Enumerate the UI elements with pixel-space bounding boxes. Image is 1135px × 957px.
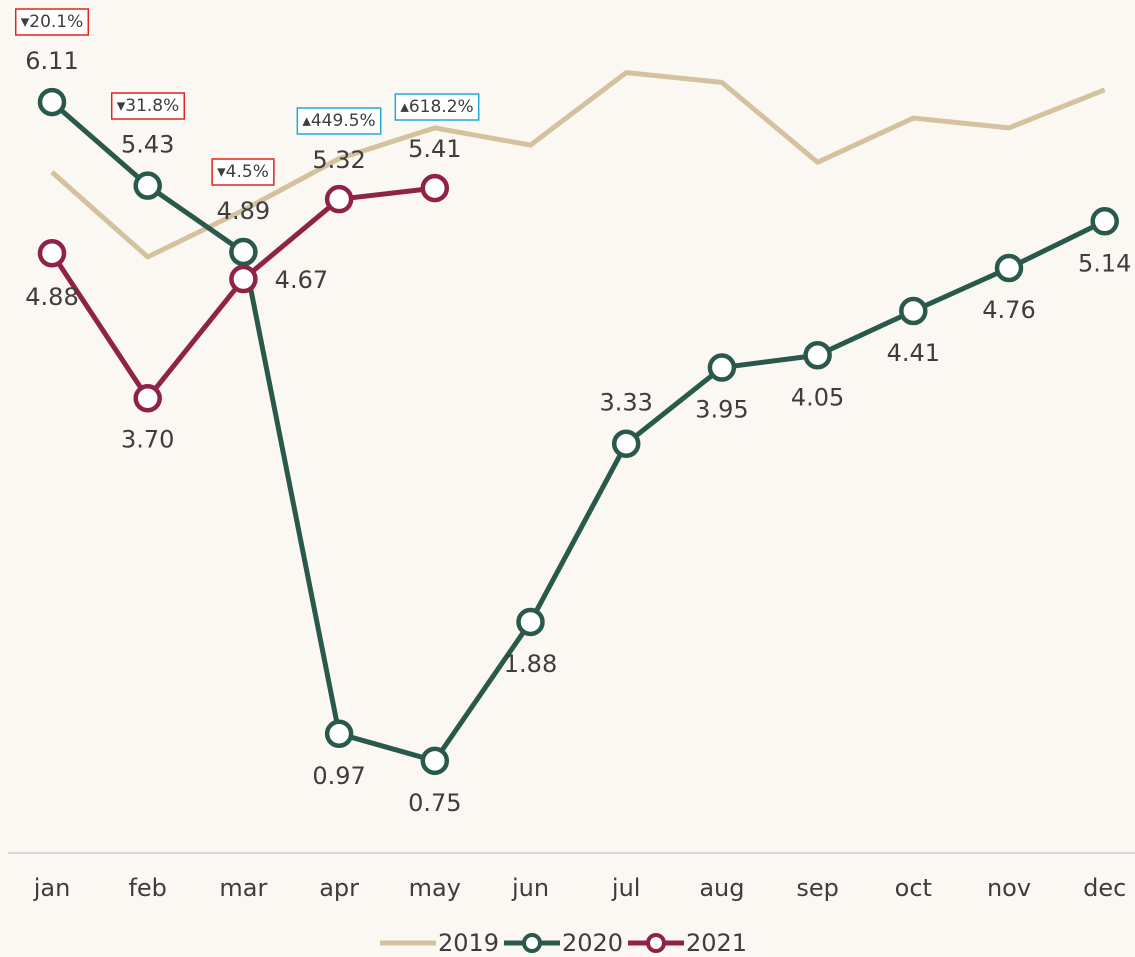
annotation-box — [296, 107, 382, 135]
data-label: 5.32 — [312, 146, 365, 174]
data-label: 4.67 — [275, 266, 328, 294]
data-label: 4.89 — [217, 197, 270, 225]
series-line — [50, 100, 1106, 764]
data-label: 3.95 — [695, 396, 748, 424]
change-annotation: ▾4.5% — [211, 158, 275, 186]
x-tick-label: jun — [511, 874, 549, 902]
point — [899, 296, 928, 326]
annotation-text: ▾31.8% — [117, 96, 180, 116]
annotation-box — [211, 158, 275, 186]
x-tick-label: aug — [699, 874, 744, 902]
point — [1090, 207, 1119, 236]
x-tick-label: mar — [219, 874, 267, 902]
point — [420, 746, 450, 776]
data-label: 5.43 — [121, 131, 174, 159]
change-annotation: ▾31.8% — [110, 92, 186, 120]
annotation-box — [110, 92, 186, 120]
legend-label: 2021 — [686, 929, 747, 957]
data-label: 4.41 — [887, 339, 940, 367]
data-label: 4.88 — [25, 283, 78, 311]
annotation-text: ▴618.2% — [400, 97, 473, 117]
x-tick-label: may — [409, 874, 461, 902]
x-tick-label: sep — [796, 874, 839, 902]
data-label: 0.75 — [408, 789, 461, 817]
point — [324, 184, 354, 214]
data-label: 4.05 — [791, 383, 844, 411]
annotation-text: ▾4.5% — [217, 162, 269, 182]
data-label: 5.41 — [408, 135, 461, 163]
data-label: 4.76 — [982, 296, 1035, 324]
data-label: 3.70 — [121, 425, 174, 453]
annotation-box — [14, 8, 90, 36]
change-annotation: ▾20.1% — [14, 8, 90, 36]
point — [803, 341, 832, 370]
point — [324, 719, 354, 749]
point — [37, 238, 67, 268]
point — [420, 173, 450, 203]
x-tick-label: feb — [128, 874, 166, 902]
data-label: 6.11 — [25, 47, 78, 75]
data-label: 5.14 — [1078, 249, 1131, 277]
point — [133, 171, 162, 200]
point — [611, 429, 641, 458]
annotation-text: ▾20.1% — [21, 12, 84, 32]
data-label: 0.97 — [312, 762, 365, 790]
x-tick-label: dec — [1083, 874, 1126, 902]
legend-marker — [522, 933, 542, 953]
data-label: 3.33 — [599, 389, 652, 417]
change-annotation: ▴618.2% — [394, 93, 480, 121]
annotation-text: ▴449.5% — [302, 111, 375, 131]
data-label: 1.88 — [504, 650, 557, 678]
point — [516, 607, 545, 637]
annotation-box — [394, 93, 480, 121]
x-tick-label: oct — [895, 874, 932, 902]
x-tick-label: jul — [611, 874, 641, 902]
legend-label: 2020 — [562, 929, 623, 957]
x-tick-label: jan — [33, 874, 71, 902]
point — [994, 253, 1024, 283]
change-annotation: ▴449.5% — [296, 107, 382, 135]
point — [229, 264, 258, 294]
x-tick-label: nov — [987, 874, 1031, 902]
point — [133, 384, 162, 413]
x-tick-label: apr — [319, 874, 359, 902]
point — [229, 237, 258, 267]
point — [707, 353, 737, 382]
series-line — [50, 70, 1106, 260]
legend-marker — [646, 933, 666, 953]
point — [37, 87, 67, 117]
legend-label: 2019 — [438, 929, 499, 957]
